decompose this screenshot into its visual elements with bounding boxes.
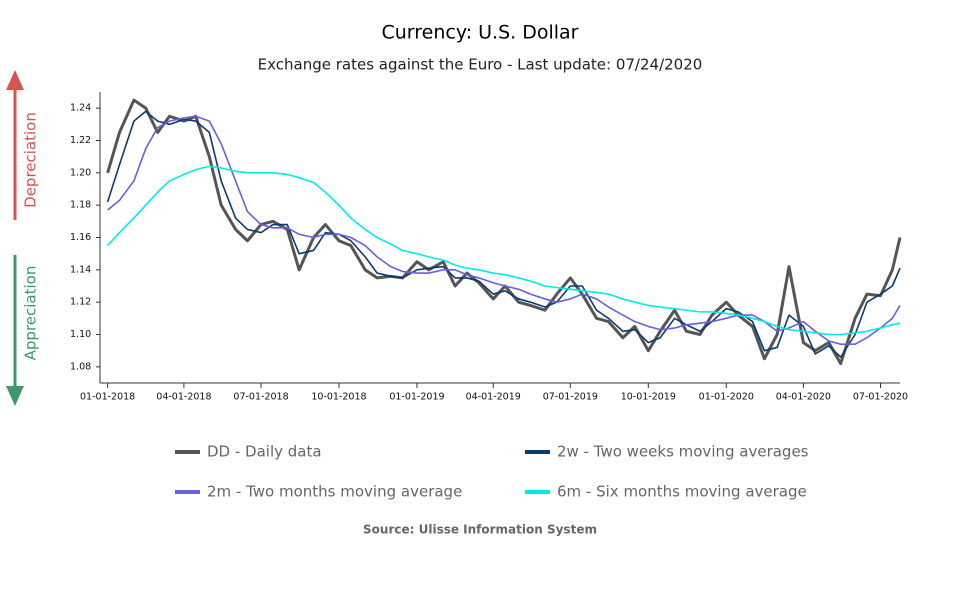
y-tick-label: 1.24 xyxy=(70,103,91,114)
x-tick-label: 01-01-2018 xyxy=(80,392,135,403)
x-tick-label: 10-01-2018 xyxy=(311,392,366,403)
legend-label: 6m - Six months moving average xyxy=(557,483,807,501)
y-tick-label: 1.22 xyxy=(70,135,91,146)
series-line xyxy=(107,115,901,345)
x-tick-label: 07-01-2018 xyxy=(233,392,288,403)
y-tick-label: 1.14 xyxy=(70,264,91,275)
x-tick-label: 04-01-2018 xyxy=(156,392,211,403)
up-arrow-head xyxy=(6,70,24,90)
y-tick-label: 1.20 xyxy=(70,167,91,178)
chart-subtitle: Exchange rates against the Euro - Last u… xyxy=(258,56,703,74)
x-tick-label: 01-01-2020 xyxy=(699,392,754,403)
y-tick-label: 1.12 xyxy=(70,297,91,308)
series-line xyxy=(106,98,902,366)
x-tick-label: 07-01-2019 xyxy=(543,392,598,403)
legend-label: DD - Daily data xyxy=(207,443,322,461)
legend-label: 2w - Two weeks moving averages xyxy=(557,443,809,461)
depreciation-label: Depreciation xyxy=(22,112,40,208)
source: Source: Ulisse Information System xyxy=(363,523,597,537)
legend-label: 2m - Two months moving average xyxy=(207,483,462,501)
y-tick-label: 1.08 xyxy=(70,361,91,372)
x-tick-label: 04-01-2020 xyxy=(776,392,831,403)
x-tick-label: 04-01-2019 xyxy=(466,392,521,403)
series-line xyxy=(106,110,901,358)
x-tick-label: 01-01-2019 xyxy=(389,392,444,403)
y-tick-label: 1.18 xyxy=(70,200,91,211)
x-tick-label: 10-01-2019 xyxy=(621,392,676,403)
series-line xyxy=(107,165,901,336)
y-tick-label: 1.10 xyxy=(70,329,91,340)
down-arrow-head xyxy=(6,386,24,406)
x-tick-label: 07-01-2020 xyxy=(853,392,908,403)
appreciation-label: Appreciation xyxy=(22,266,40,361)
y-tick-label: 1.16 xyxy=(70,232,91,243)
chart-title: Currency: U.S. Dollar xyxy=(381,22,578,44)
